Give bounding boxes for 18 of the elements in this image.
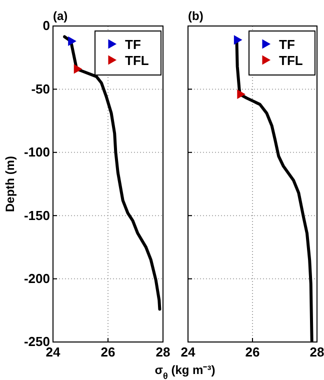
x-tick-label: 28 (310, 344, 324, 360)
y-tick-label: -100 (24, 144, 50, 160)
y-axis-title: Depth (m) (3, 156, 17, 212)
legend-label: TFL (279, 53, 303, 68)
x-axis-title: σ$_{θ}$ (kg m⁻³) (154, 363, 216, 380)
chart-title: (b) (188, 9, 204, 23)
chart-title: (a) (53, 9, 68, 23)
x-tick-label: 28 (156, 344, 170, 360)
y-tick-label: -200 (24, 270, 50, 286)
legend-label: TFL (125, 53, 149, 68)
y-tick-label: -150 (24, 208, 50, 223)
y-tick-label: -50 (31, 81, 50, 96)
y-tick-label: 0 (42, 18, 50, 34)
x-tick-label: 26 (100, 344, 116, 360)
x-tick-label: 24 (180, 344, 196, 360)
legend-label: TF (279, 37, 295, 52)
x-tick-label: 26 (245, 344, 260, 360)
legend-label: TF (125, 37, 141, 52)
